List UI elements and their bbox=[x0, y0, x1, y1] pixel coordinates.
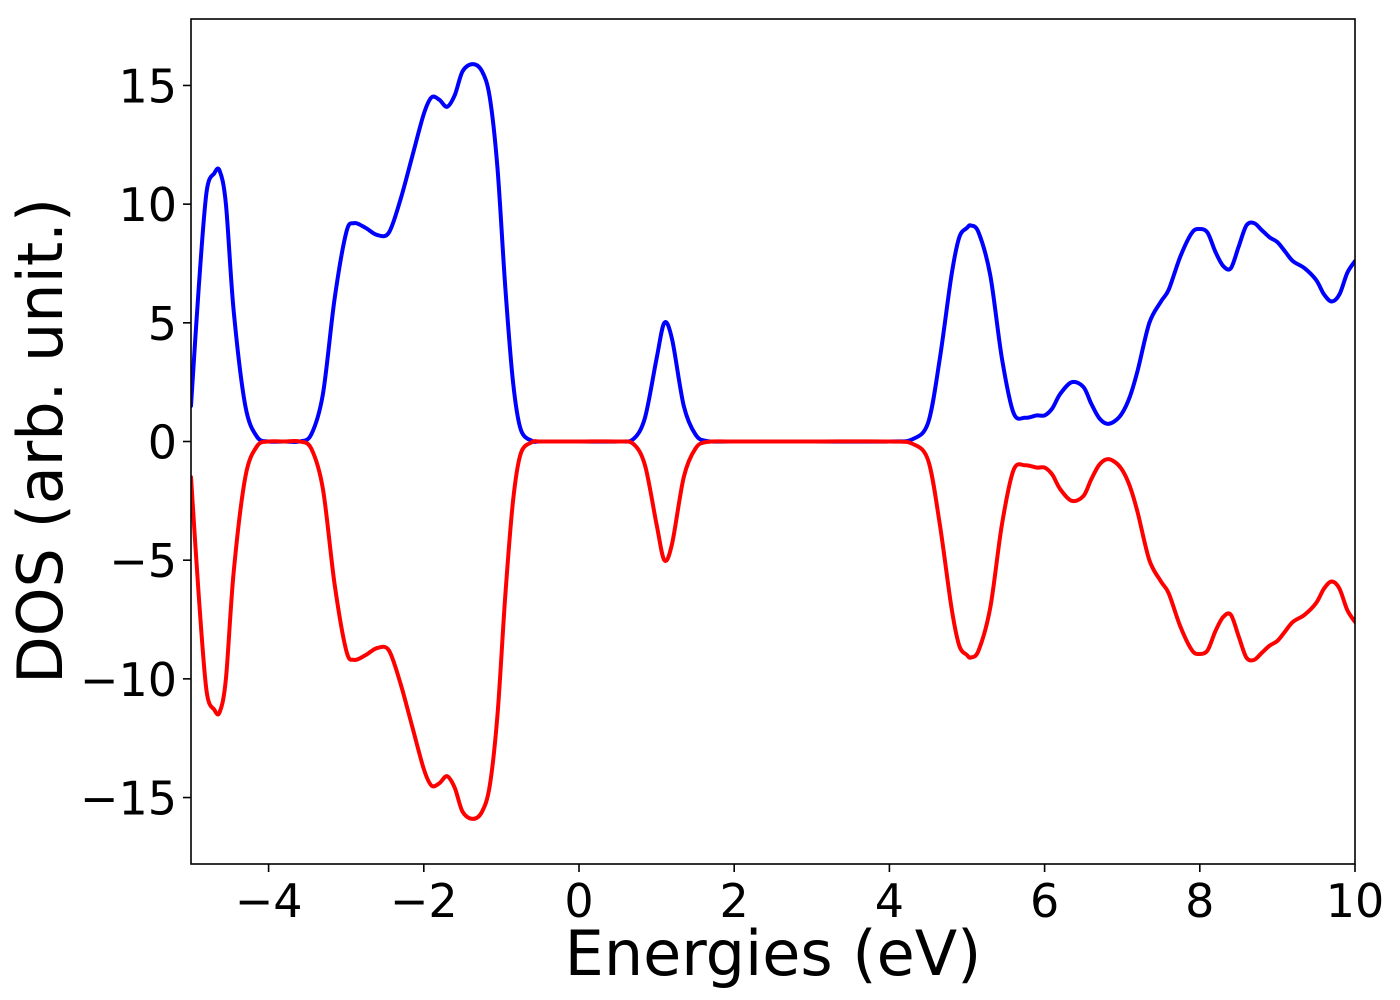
x-axis: −4 −2 0 2 4 6 8 10 bbox=[235, 864, 1385, 928]
x-tick-label: 10 bbox=[1326, 874, 1385, 928]
y-tick-label: 5 bbox=[148, 297, 177, 351]
y-tick-label: −5 bbox=[109, 534, 177, 588]
y-tick-label: −10 bbox=[80, 653, 177, 707]
y-tick-label: 15 bbox=[118, 59, 177, 113]
series-layer bbox=[191, 62, 1355, 821]
x-tick-label: 2 bbox=[720, 874, 749, 928]
x-tick-label: 0 bbox=[564, 874, 593, 928]
dos-series-line-2 bbox=[191, 438, 1355, 821]
x-tick-label: −4 bbox=[235, 874, 303, 928]
y-tick-label: −15 bbox=[80, 772, 177, 826]
y-axis-label: DOS (arb. unit.) bbox=[4, 198, 77, 684]
x-tick-label: 8 bbox=[1185, 874, 1214, 928]
y-tick-label: 10 bbox=[118, 178, 177, 232]
x-tick-label: 4 bbox=[875, 874, 904, 928]
x-axis-label: Energies (eV) bbox=[565, 917, 982, 990]
x-tick-label: −2 bbox=[390, 874, 458, 928]
y-tick-label: 0 bbox=[148, 416, 177, 470]
y-axis: −15 −10 −5 0 5 10 15 bbox=[80, 59, 191, 826]
x-tick-label: 6 bbox=[1030, 874, 1059, 928]
